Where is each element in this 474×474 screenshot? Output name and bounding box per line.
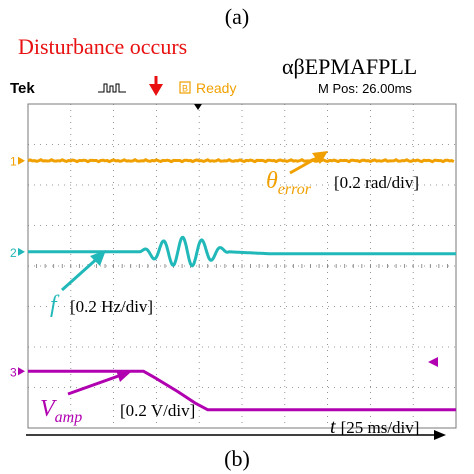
oscilloscope-plot: Tek B Ready M Pos: 26.00ms 1 2 3 θerror [0… [10, 76, 457, 440]
channel-2-marker-icon [18, 247, 25, 256]
position-readout: M Pos: 26.00ms [318, 81, 412, 96]
panel-label-b: (b) [224, 446, 250, 471]
disturbance-annotation: Disturbance occurs [18, 34, 188, 59]
frequency-scale: [0.2 Hz/div] [70, 297, 153, 316]
time-axis-var: t [330, 416, 336, 438]
frequency-trace [27, 235, 457, 268]
amplitude-label: Vamp [40, 396, 82, 426]
theta-error-arrowhead [312, 151, 328, 164]
time-axis-arrowhead [434, 430, 446, 440]
method-name-label: αβEPMAFPLL [282, 54, 418, 79]
frequency-arrow [60, 254, 102, 292]
theta-error-label: θerror [266, 168, 312, 198]
theta-error-scale: [0.2 rad/div] [334, 173, 419, 192]
trigger-waveform-icon [98, 83, 126, 93]
amplitude-trace [28, 369, 456, 412]
amplitude-reference-marker [428, 357, 438, 367]
time-axis-label: t [25 ms/div] [330, 416, 419, 438]
time-axis-unit: [25 ms/div] [341, 418, 420, 437]
trigger-state: Ready [196, 80, 236, 96]
amplitude-scale: [0.2 V/div] [120, 401, 195, 420]
amplitude-arrow [67, 372, 125, 396]
channel-1-number: 1 [10, 155, 17, 169]
theta-error-label-main: θ [266, 168, 278, 194]
theta-error-label-sub: error [278, 181, 312, 198]
amplitude-label-main: V [40, 396, 57, 422]
scope-brand: Tek [10, 80, 35, 97]
channel-3-number: 3 [10, 365, 17, 379]
trigger-box-icon [179, 81, 191, 94]
scope-grid [27, 103, 457, 429]
frequency-arrowhead [90, 250, 106, 266]
panel-label-a: (a) [224, 4, 250, 29]
channel-2-number: 2 [10, 246, 17, 260]
amplitude-arrowhead [116, 370, 132, 382]
trigger-pointer-icon [194, 104, 202, 110]
trace-group [27, 158, 457, 412]
trigger-box-letter: B [182, 84, 188, 94]
theta-error-trace [27, 158, 455, 164]
amplitude-label-sub: amp [55, 409, 83, 426]
channel-1-marker-icon [18, 156, 25, 165]
channel-markers: 1 2 3 [10, 155, 25, 379]
disturbance-arrowhead [149, 84, 163, 96]
frequency-label: f [50, 292, 60, 318]
channel-3-marker-icon [18, 367, 25, 376]
